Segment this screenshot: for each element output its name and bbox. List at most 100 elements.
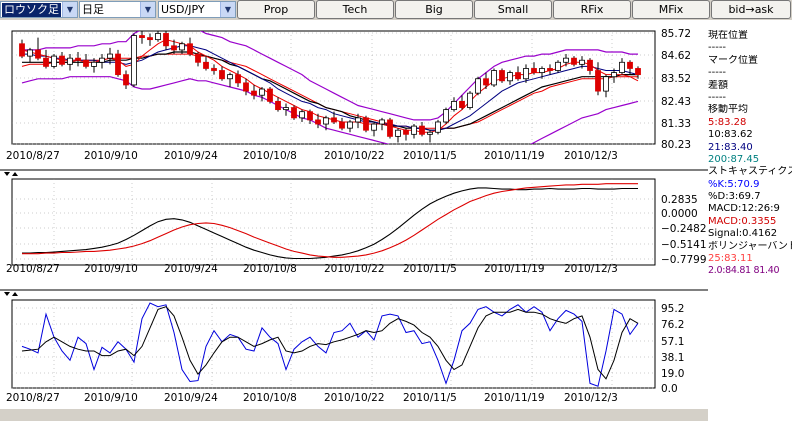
candle-body (243, 82, 249, 92)
price-ytick-label: 82.43 (661, 96, 691, 108)
candle-body (619, 61, 625, 73)
stoch-ytick-label: 0.0 (661, 383, 678, 395)
chart-type-value: ロウソク足 (2, 3, 61, 17)
stoch-ytick-label: 95.2 (661, 303, 684, 315)
candle-body (571, 57, 577, 65)
stoch-k-value: %K:5:70.9 (708, 178, 760, 190)
candle-body (203, 61, 209, 69)
bollinger-upper-line (22, 31, 638, 121)
rfix-button[interactable]: RFix (553, 0, 631, 19)
chevron-down-icon[interactable]: ▼ (62, 2, 77, 17)
candle-body (595, 70, 601, 92)
candle-body (379, 119, 385, 125)
chevron-down-icon[interactable]: ▼ (220, 2, 235, 17)
signal-line (22, 183, 638, 258)
candle-body (267, 88, 273, 102)
price-xtick-label: 2010/12/3 (564, 150, 618, 162)
candle-body (227, 74, 233, 80)
candle-body (499, 70, 505, 82)
candle-body (35, 49, 41, 59)
pair-value: USD/JPY (161, 3, 205, 16)
candle-body (467, 92, 473, 108)
signal-value: Signal:0.4162 (708, 228, 778, 240)
price-ytick-label: 84.62 (661, 50, 691, 62)
candle-body (315, 119, 321, 125)
candle-body (19, 43, 25, 57)
macd-xtick-label: 2010/8/27 (6, 263, 60, 275)
candle-body (91, 61, 97, 67)
candle-body (459, 100, 465, 108)
toolbar: ロウソク足 ▼ 日足 ▼ USD/JPY ▼ Prop Tech Big Sma… (0, 0, 792, 20)
stoch-xtick-label: 2010/11/19 (484, 392, 545, 404)
macd-value: MACD:0.3355 (708, 215, 777, 227)
macd-ytick-label: 0.2835 (661, 194, 698, 206)
candle-body (531, 68, 537, 73)
candle-body (371, 123, 377, 131)
candle-body (27, 49, 33, 57)
candle-body (587, 59, 593, 71)
candle-body (291, 107, 297, 119)
candle-body (563, 57, 569, 63)
candle-body (163, 33, 169, 47)
candle-body (547, 68, 553, 71)
chart-area[interactable]: 85.72 84.62 83.52 82.43 81.33 80.23 2010/8/27 2… (0, 20, 792, 421)
big-button[interactable]: Big (395, 0, 473, 19)
prop-button[interactable]: Prop (237, 0, 315, 19)
tech-button[interactable]: Tech (316, 0, 394, 19)
candle-body (299, 111, 305, 119)
price-xtick-label: 2010/10/8 (243, 150, 297, 162)
macd-label: MACD:12:26:9 (708, 203, 780, 215)
candle-body (283, 107, 289, 111)
ma200-value: 200:87.45 (708, 153, 760, 165)
stoch-ytick-label: 38.1 (661, 352, 684, 364)
mfix-button[interactable]: MFix (632, 0, 710, 19)
bid-ask-button[interactable]: bid→ask (711, 0, 791, 19)
ma10-line (22, 45, 639, 131)
chart-type-select[interactable]: ロウソク足 ▼ (0, 1, 78, 18)
candle-body (67, 57, 73, 65)
pair-select[interactable]: USD/JPY ▼ (158, 1, 236, 18)
candle-body (195, 53, 201, 63)
candle-body (483, 78, 489, 86)
candle-body (123, 74, 129, 86)
macd-xtick-label: 2010/11/19 (484, 263, 545, 275)
stoch-pane-frame (11, 299, 656, 389)
macd-ytick-label: −0.7799 (661, 254, 707, 266)
stoch-xtick-label: 2010/9/10 (84, 392, 138, 404)
candle-body (219, 70, 225, 80)
candle-body (411, 125, 417, 135)
candle-body (43, 57, 49, 67)
candle-body (627, 61, 633, 69)
candle-body (131, 35, 137, 86)
candle-body (235, 74, 241, 84)
macd-xtick-label: 2010/11/5 (403, 263, 457, 275)
candle-body (99, 57, 105, 63)
current-position-label: 現在位置 (708, 30, 748, 41)
small-button[interactable]: Small (474, 0, 552, 19)
period-select[interactable]: 日足 ▼ (79, 1, 156, 18)
price-pane-frame (11, 30, 656, 145)
chevron-down-icon[interactable]: ▼ (140, 2, 155, 17)
stoch-xtick-label: 2010/10/8 (243, 392, 297, 404)
bollinger-period-value: 25:83.11 (708, 253, 753, 265)
price-xtick-label: 2010/11/19 (484, 150, 545, 162)
stoch-ytick-label: 57.1 (661, 336, 684, 348)
candle-body (171, 45, 177, 51)
macd-ytick-label: −0.2482 (661, 223, 707, 235)
info-panel: 現在位置 ----- マーク位置 ----- 差額 ----- 移動平均 5:8… (708, 30, 792, 278)
candle-body (259, 88, 265, 96)
candle-body (115, 53, 121, 76)
candle-body (475, 78, 481, 94)
price-ytick-label: 83.52 (661, 73, 691, 85)
moving-average-label: 移動平均 (708, 104, 748, 116)
candle-body (107, 53, 113, 59)
price-xtick-label: 2010/11/5 (403, 150, 457, 162)
horizontal-scrollbar (0, 409, 708, 421)
price-xtick-label: 2010/9/24 (164, 150, 218, 162)
stoch-xtick-label: 2010/9/24 (164, 392, 218, 404)
candle-body (515, 72, 521, 80)
current-position-value: ----- (708, 42, 727, 54)
difference-value: ----- (708, 91, 727, 103)
candle-body (435, 121, 441, 133)
pane-resize-icon (4, 292, 10, 296)
